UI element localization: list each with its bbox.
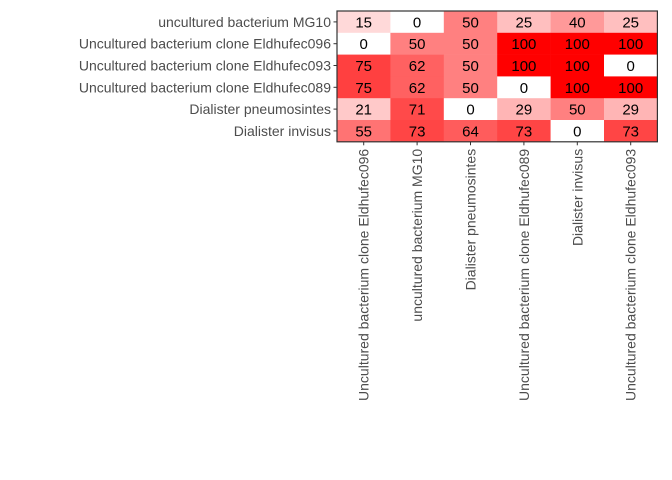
cell-value-label: 50 <box>462 14 479 31</box>
heatmap-cell <box>604 98 658 121</box>
cell-value-label: 73 <box>622 123 639 140</box>
heatmap-cell <box>550 32 605 55</box>
cell-value-label: 75 <box>355 80 372 97</box>
heatmap-cell <box>550 54 605 77</box>
heatmap-cell <box>390 76 445 99</box>
heatmap-cell <box>497 98 551 121</box>
heatmap-cell <box>497 76 551 99</box>
heatmap-cells <box>337 11 658 143</box>
heatmap-cell <box>337 76 391 99</box>
cell-value-label: 0 <box>520 80 528 97</box>
heatmap-cell <box>337 11 391 34</box>
cell-value-label: 75 <box>355 58 372 75</box>
y-tick-label: uncultured bacterium MG10 <box>158 14 331 30</box>
heatmap-cell <box>337 120 391 143</box>
cell-value-label: 0 <box>360 36 368 53</box>
cell-value-label: 50 <box>409 36 426 53</box>
x-tick-label: Uncultured bacterium clone Eldhufec089 <box>516 149 532 401</box>
y-tick-label: Dialister pneumosintes <box>189 101 331 117</box>
heatmap-cell <box>337 98 391 121</box>
heatmap-cell <box>443 11 498 34</box>
heatmap-cell <box>604 32 658 55</box>
heatmap-cell <box>497 54 551 77</box>
y-tick-label: Uncultured bacterium clone Eldhufec096 <box>79 36 331 52</box>
cell-value-label: 29 <box>516 102 533 119</box>
y-tick-label: Dialister invisus <box>234 123 331 139</box>
y-tick-label: Uncultured bacterium clone Eldhufec089 <box>79 79 331 95</box>
cell-value-label: 15 <box>355 14 372 31</box>
cell-value-label: 25 <box>622 14 639 31</box>
cell-value-label: 0 <box>413 14 421 31</box>
heatmap-cell <box>604 54 658 77</box>
cell-value-label: 29 <box>622 102 639 119</box>
heatmap-cell <box>390 32 445 55</box>
x-tick-label: uncultured bacterium MG10 <box>409 149 425 322</box>
x-tick-label: Dialister pneumosintes <box>463 149 479 291</box>
cell-value-label: 100 <box>565 58 590 75</box>
y-tick-label: Uncultured bacterium clone Eldhufec093 <box>79 58 331 74</box>
heatmap-cell <box>443 76 498 99</box>
heatmap-cell <box>390 11 445 34</box>
heatmap-cell <box>604 76 658 99</box>
cell-value-label: 62 <box>409 58 426 75</box>
heatmap-cell <box>443 54 498 77</box>
x-axis: Uncultured bacterium clone Eldhufec096 un… <box>356 141 639 401</box>
cell-value-label: 0 <box>627 58 635 75</box>
cell-value-label: 100 <box>618 36 643 53</box>
heatmap-cell <box>390 54 445 77</box>
cell-value-label: 50 <box>462 36 479 53</box>
cell-value-label: 100 <box>511 58 536 75</box>
x-tick-label: Uncultured bacterium clone Eldhufec096 <box>356 149 372 401</box>
cell-value-label: 100 <box>565 80 590 97</box>
cell-value-label: 71 <box>409 102 426 119</box>
cell-value-label: 0 <box>466 102 474 119</box>
cell-value-label: 100 <box>511 36 536 53</box>
heatmap-cell <box>550 11 605 34</box>
panel-border <box>336 10 658 143</box>
x-tick-label: Dialister invisus <box>569 149 585 246</box>
heatmap-cell <box>550 120 605 143</box>
heatmap-cell <box>443 120 498 143</box>
heatmap-cell <box>550 76 605 99</box>
heatmap-cell <box>497 120 551 143</box>
x-tick-label: Uncultured bacterium clone Eldhufec093 <box>623 149 639 401</box>
heatmap-cell <box>443 98 498 121</box>
cell-value-label: 100 <box>618 80 643 97</box>
cell-value-label: 0 <box>573 123 581 140</box>
heatmap-cell <box>497 32 551 55</box>
heatmap-cell <box>337 32 391 55</box>
y-axis: uncultured bacterium MG10 Uncultured bact… <box>79 14 337 139</box>
heatmap-cell <box>337 54 391 77</box>
heatmap-cell <box>390 120 445 143</box>
cell-value-label: 50 <box>462 80 479 97</box>
heatmap-cell <box>604 11 658 34</box>
cell-value-label: 73 <box>409 123 426 140</box>
cell-value-label: 50 <box>462 58 479 75</box>
heatmap-cell <box>390 98 445 121</box>
cell-value-label: 100 <box>565 36 590 53</box>
cell-value-label: 25 <box>516 14 533 31</box>
cell-value-label: 40 <box>569 14 586 31</box>
heatmap-cell <box>443 32 498 55</box>
cell-value-label: 64 <box>462 123 479 140</box>
heatmap-cell <box>550 98 605 121</box>
cell-value-label: 73 <box>516 123 533 140</box>
heatmap-cell <box>497 11 551 34</box>
heatmap-cell <box>604 120 658 143</box>
heatmap-cell-labels: 15 0 50 25 40 25 0 50 50 100 100 100 75 62 50 100 100 0 75… <box>355 14 643 140</box>
cell-value-label: 50 <box>569 102 586 119</box>
cell-value-label: 55 <box>355 123 372 140</box>
cell-value-label: 62 <box>409 80 426 97</box>
cell-value-label: 21 <box>355 102 372 119</box>
